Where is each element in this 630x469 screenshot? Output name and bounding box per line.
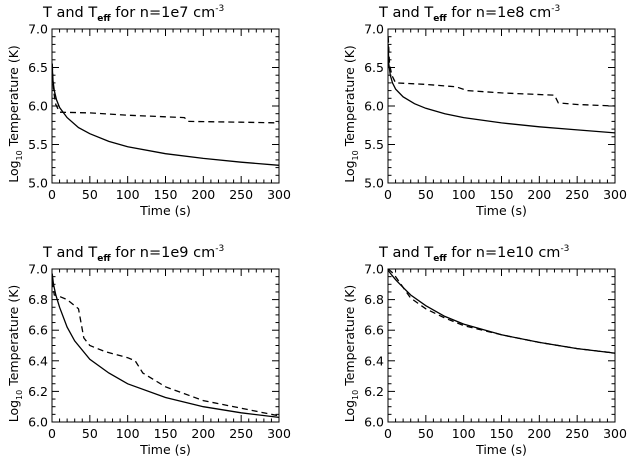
x-tick-label: 200 xyxy=(527,426,551,441)
y-tick-label: 7.0 xyxy=(364,262,384,277)
x-axis-label: Time (s) xyxy=(139,203,191,218)
x-tick-label: 50 xyxy=(82,187,98,202)
y-tick-label: 6.0 xyxy=(28,415,48,430)
x-tick-label: 100 xyxy=(452,426,476,441)
x-tick-label: 200 xyxy=(527,187,551,202)
x-tick-label: 100 xyxy=(116,426,140,441)
plot-frame xyxy=(51,268,280,423)
y-tick-label: 6.5 xyxy=(28,60,48,75)
x-tick-label: 300 xyxy=(603,187,627,202)
x-tick-label: 250 xyxy=(229,187,253,202)
x-tick-label: 0 xyxy=(48,426,56,441)
x-tick-label: 0 xyxy=(384,187,392,202)
x-axis-label: Time (s) xyxy=(475,203,527,218)
series-line-t xyxy=(52,273,279,419)
y-tick-label: 7.0 xyxy=(28,262,48,277)
chart-title: T and Teff for n=1e7 cm-3 xyxy=(42,4,224,24)
x-axis-label: Time (s) xyxy=(475,442,527,457)
x-tick-label: 0 xyxy=(384,426,392,441)
series-line-t-eff xyxy=(52,63,279,124)
series-line-t-eff xyxy=(388,36,615,107)
y-tick-label: 6.0 xyxy=(28,99,48,114)
y-tick-label: 5.0 xyxy=(364,176,384,191)
y-tick-label: 6.2 xyxy=(28,384,48,399)
x-tick-label: 300 xyxy=(603,426,627,441)
series-line-t-eff xyxy=(52,281,279,417)
chart-panel-4: 0 50 100 150 200 250 300 6.0 6.2 6.4 6.6 6.8 7.0 Time… xyxy=(342,244,627,457)
x-tick-label: 150 xyxy=(154,426,178,441)
plot-frame xyxy=(51,28,280,184)
x-tick-label: 250 xyxy=(565,426,589,441)
x-tick-label: 200 xyxy=(191,187,215,202)
y-axis-label: Log10 Temperature (K) xyxy=(342,285,360,423)
y-tick-label: 6.8 xyxy=(364,292,384,307)
chart-title: T and Teff for n=1e10 cm-3 xyxy=(378,244,569,264)
y-tick-label: 6.6 xyxy=(28,323,48,338)
chart-title: T and Teff for n=1e9 cm-3 xyxy=(42,244,224,264)
chart-title: T and Teff for n=1e8 cm-3 xyxy=(378,4,560,24)
x-tick-label: 250 xyxy=(565,187,589,202)
x-axis-label: Time (s) xyxy=(139,442,191,457)
x-tick-label: 300 xyxy=(267,187,291,202)
y-tick-label: 6.0 xyxy=(364,415,384,430)
y-tick-label: 6.8 xyxy=(28,292,48,307)
x-tick-label: 50 xyxy=(418,187,434,202)
y-tick-label: 6.5 xyxy=(364,60,384,75)
series-line-t xyxy=(388,270,615,354)
y-axis-label: Log10 Temperature (K) xyxy=(342,45,360,183)
x-tick-label: 150 xyxy=(490,426,514,441)
chart-panel-1: 0 50 100 150 200 250 300 5.0 5.5 6.0 6.5 7.0 Time (s… xyxy=(6,4,291,218)
y-tick-label: 7.0 xyxy=(28,22,48,37)
y-tick-label: 7.0 xyxy=(364,22,384,37)
x-tick-label: 150 xyxy=(490,187,514,202)
x-tick-label: 250 xyxy=(229,426,253,441)
y-axis-label: Log10 Temperature (K) xyxy=(6,45,24,183)
x-tick-label: 50 xyxy=(82,426,98,441)
y-tick-label: 5.0 xyxy=(28,176,48,191)
x-tick-label: 100 xyxy=(452,187,476,202)
x-tick-label: 50 xyxy=(418,426,434,441)
y-tick-label: 5.5 xyxy=(364,137,384,152)
x-tick-label: 200 xyxy=(191,426,215,441)
x-tick-label: 300 xyxy=(267,426,291,441)
series-line-t xyxy=(52,63,279,166)
chart-panel-3: 0 50 100 150 200 250 300 6.0 6.2 6.4 6.6 6.8 7.0 Time… xyxy=(6,244,291,457)
y-axis-label: Log10 Temperature (K) xyxy=(6,285,24,423)
y-tick-label: 5.5 xyxy=(28,137,48,152)
plot-frame xyxy=(387,268,616,423)
series-line-t xyxy=(388,44,615,134)
y-tick-label: 6.6 xyxy=(364,323,384,338)
x-tick-label: 0 xyxy=(48,187,56,202)
y-tick-label: 6.4 xyxy=(364,353,384,368)
series-line-t-eff xyxy=(388,269,615,354)
x-tick-label: 150 xyxy=(154,187,178,202)
y-tick-label: 6.4 xyxy=(28,353,48,368)
y-tick-label: 6.0 xyxy=(364,99,384,114)
x-tick-label: 100 xyxy=(116,187,140,202)
chart-panel-2: 0 50 100 150 200 250 300 5.0 5.5 6.0 6.5 7.0 Time (s… xyxy=(342,4,627,218)
y-tick-label: 6.2 xyxy=(364,384,384,399)
plot-frame xyxy=(387,28,616,184)
